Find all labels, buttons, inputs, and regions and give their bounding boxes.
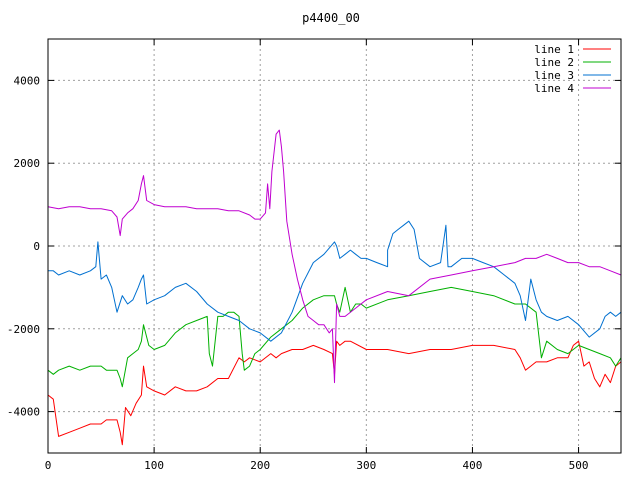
series-line-3 <box>48 220 622 342</box>
y-tick-label: -2000 <box>7 323 40 336</box>
chart-title: p4400_00 <box>302 11 360 25</box>
x-tick-label: 500 <box>569 459 589 472</box>
legend-label-2: line 2 <box>534 56 574 69</box>
series-group <box>47 129 622 446</box>
y-tick-label: -4000 <box>7 406 40 419</box>
legend-label-4: line 4 <box>534 82 574 95</box>
series-line-1 <box>47 340 622 446</box>
y-tick-label: 4000 <box>14 74 41 87</box>
legend-label-3: line 3 <box>534 69 574 82</box>
grid <box>48 39 621 453</box>
x-tick-label: 400 <box>463 459 483 472</box>
x-tick-label: 100 <box>144 459 164 472</box>
series-line-4 <box>47 129 622 384</box>
x-tick-label: 0 <box>45 459 52 472</box>
legend-label-1: line 1 <box>534 43 574 56</box>
x-tick-label: 300 <box>356 459 376 472</box>
x-tick-label: 200 <box>250 459 270 472</box>
y-tick-label: 0 <box>33 240 40 253</box>
axis-ticks: 0 100 200 300 400 500 -4000 -2000 0 2000 4000 <box>7 39 621 472</box>
y-tick-label: 2000 <box>14 157 41 170</box>
